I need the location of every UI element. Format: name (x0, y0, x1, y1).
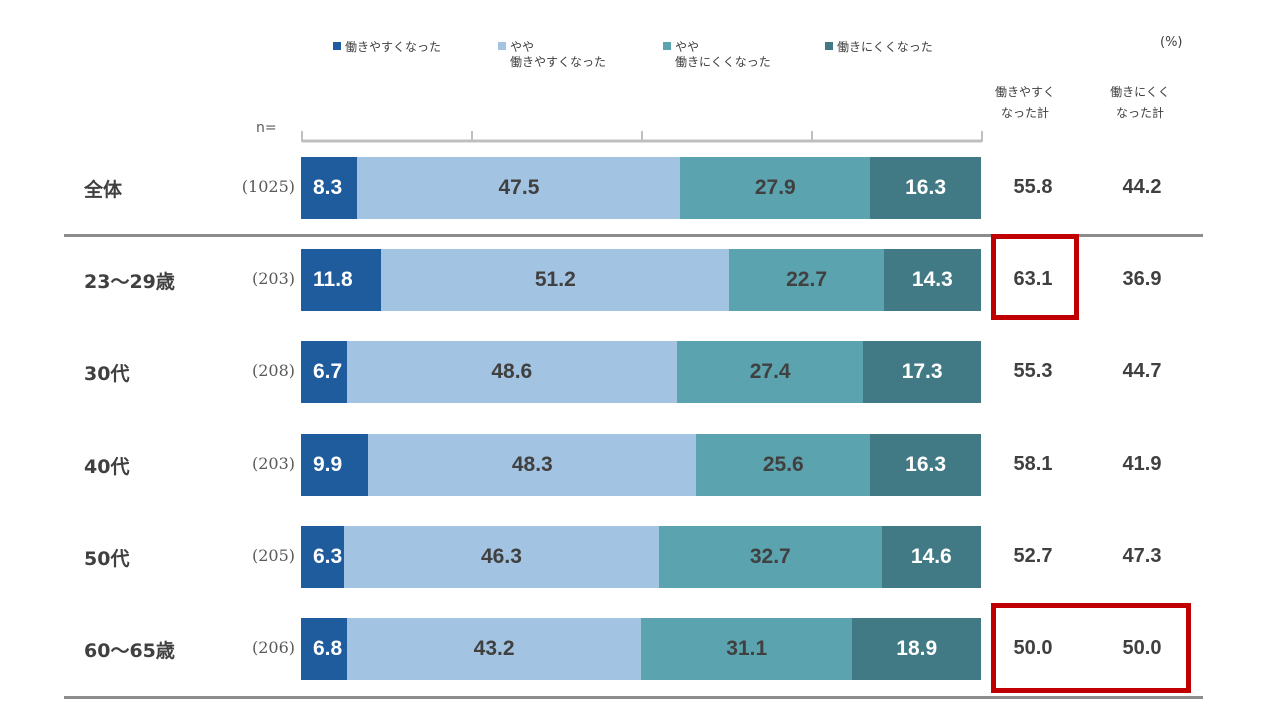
bar-segment: 6.8 (301, 618, 348, 680)
bar-value-label: 14.3 (911, 268, 953, 291)
highlight-box-60-65-totals (991, 603, 1191, 693)
legend-swatch-icon (825, 42, 833, 50)
total-easier-value: 58.1 (1013, 453, 1053, 475)
total-easier-value: 55.8 (1013, 176, 1053, 198)
bar-segment: 47.5 (357, 157, 681, 219)
bar-segment: 14.3 (883, 249, 981, 311)
total-harder-value: 44.2 (1122, 176, 1162, 198)
row-label: 23～29歳 (84, 271, 175, 293)
bar-value-label: 48.3 (511, 453, 553, 476)
total-harder-value: 44.7 (1122, 360, 1162, 382)
row-sample-size: (206) (251, 638, 295, 657)
bar-segment: 14.6 (881, 526, 981, 588)
legend-label: やや 働きやすくなった (510, 40, 607, 69)
bar-value-label: 22.7 (786, 268, 827, 291)
row-label: 30代 (84, 363, 130, 385)
bar-segment: 48.6 (346, 341, 678, 403)
legend-label: 働きにくくなった (837, 40, 933, 54)
bar-value-label: 27.4 (749, 360, 791, 383)
bar-value-label: 9.9 (313, 453, 343, 476)
stacked-bar: 11.8 51.2 22.7 14.3 (301, 249, 981, 311)
row-sample-size: (203) (251, 269, 295, 288)
total-harder-value: 47.3 (1122, 545, 1162, 567)
bar-value-label: 31.1 (726, 637, 768, 660)
bar-value-label: 48.6 (491, 360, 533, 383)
row-sample-size: (205) (251, 546, 295, 565)
legend-item-somewhat-harder: やや 働きにくくなった (663, 40, 771, 70)
total-easier-value: 63.1 (1013, 268, 1053, 290)
total-easier-value: 50.0 (1013, 637, 1053, 659)
bar-segment: 31.1 (640, 618, 853, 680)
n-label: n= (256, 120, 277, 136)
row-label: 40代 (84, 456, 130, 478)
stacked-bar: 6.3 46.3 32.7 14.6 (301, 526, 981, 588)
bar-value-label: 6.8 (313, 637, 343, 660)
bar-value-label: 18.9 (896, 637, 938, 660)
bottom-divider (64, 696, 1203, 699)
bar-value-label: 27.9 (754, 176, 796, 199)
total-harder-value: 36.9 (1122, 268, 1162, 290)
legend-item-harder: 働きにくくなった (825, 40, 933, 55)
bar-segment: 18.9 (852, 618, 981, 680)
bar-segment: 9.9 (301, 434, 369, 496)
bar-segment: 6.7 (301, 341, 347, 403)
bar-segment: 17.3 (863, 341, 981, 403)
stacked-bar: 6.7 48.6 27.4 17.3 (301, 341, 981, 403)
legend-swatch-icon (498, 42, 506, 50)
x-axis (301, 131, 983, 143)
bar-value-label: 16.3 (905, 176, 946, 199)
bar-value-label: 25.6 (762, 453, 804, 476)
bar-value-label: 16.3 (905, 453, 947, 476)
bar-value-label: 43.2 (473, 637, 515, 660)
bar-segment: 11.8 (301, 249, 382, 311)
row-label: 全体 (84, 179, 123, 201)
bar-segment: 51.2 (381, 249, 730, 311)
bar-value-label: 6.3 (313, 545, 343, 568)
bar-segment: 16.3 (870, 157, 981, 219)
bar-value-label: 8.3 (313, 176, 343, 199)
bar-segment: 16.3 (870, 434, 981, 496)
bar-segment: 8.3 (301, 157, 358, 219)
bar-segment: 46.3 (343, 526, 660, 588)
bar-segment: 32.7 (659, 526, 882, 588)
unit-label: (%) (1160, 35, 1183, 50)
stacked-bar: 9.9 48.3 25.6 16.3 (301, 434, 981, 496)
stacked-bar: 6.8 43.2 31.1 18.9 (301, 618, 981, 680)
row-label: 50代 (84, 548, 130, 570)
legend-item-easier: 働きやすくなった (333, 40, 441, 55)
bar-value-label: 14.6 (910, 545, 952, 568)
bar-segment: 6.3 (301, 526, 344, 588)
bar-value-label: 11.8 (313, 268, 353, 291)
row-sample-size: (208) (251, 361, 295, 380)
stacked-bar: 8.3 47.5 27.9 16.3 (301, 157, 981, 219)
row-sample-size: (1025) (241, 177, 295, 196)
highlight-box-23-29-easier (991, 234, 1079, 320)
bar-segment: 48.3 (368, 434, 697, 496)
bar-segment: 43.2 (347, 618, 641, 680)
legend-label: 働きやすくなった (345, 40, 442, 54)
bar-segment: 27.4 (677, 341, 864, 403)
total-easier-value: 52.7 (1013, 545, 1053, 567)
bar-segment: 22.7 (729, 249, 884, 311)
row-sample-size: (203) (251, 454, 295, 473)
bar-segment: 27.9 (680, 157, 871, 219)
bar-value-label: 32.7 (749, 545, 791, 568)
bar-value-label: 47.5 (498, 176, 540, 199)
legend-label: やや 働きにくくなった (675, 40, 771, 69)
legend-item-somewhat-easier: やや 働きやすくなった (498, 40, 606, 70)
total-harder-value: 41.9 (1122, 453, 1162, 475)
legend-swatch-icon (663, 42, 671, 50)
total-harder-value: 50.0 (1122, 637, 1162, 659)
bar-value-label: 51.2 (534, 268, 576, 291)
legend-swatch-icon (333, 42, 341, 50)
total-header-harder: 働きにくく なった計 (1110, 85, 1170, 120)
bar-segment: 25.6 (696, 434, 871, 496)
bar-value-label: 6.7 (313, 360, 343, 383)
bar-value-label: 17.3 (901, 360, 943, 383)
group-divider (64, 234, 1203, 237)
total-easier-value: 55.3 (1013, 360, 1053, 382)
row-label: 60～65歳 (84, 640, 175, 662)
bar-value-label: 46.3 (481, 545, 522, 568)
total-header-easier: 働きやすく なった計 (994, 85, 1055, 120)
